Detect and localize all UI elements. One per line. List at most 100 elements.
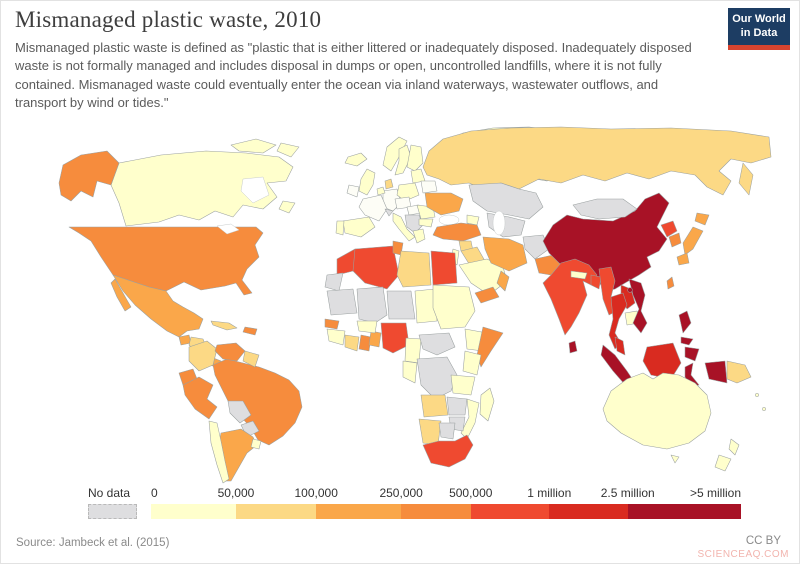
legend-bin-6[interactable]: [549, 504, 628, 519]
country-mauritania[interactable]: [326, 288, 358, 316]
country-greece[interactable]: [412, 228, 426, 244]
country-philippines-luzon[interactable]: [678, 310, 692, 334]
country-westernsahara[interactable]: [324, 272, 344, 292]
country-taiwan[interactable]: [666, 276, 675, 290]
country-chile[interactable]: [208, 420, 230, 484]
country-canada-east[interactable]: [278, 200, 296, 214]
country-uk[interactable]: [358, 168, 376, 196]
country-thailand[interactable]: [608, 292, 628, 350]
country-yemen[interactable]: [474, 286, 500, 304]
legend-bin-7[interactable]: [627, 504, 741, 519]
country-guinea[interactable]: [326, 328, 346, 346]
owid-logo[interactable]: Our World in Data: [728, 8, 790, 50]
country-niger[interactable]: [386, 290, 416, 320]
country-kazakhstan[interactable]: [468, 182, 544, 220]
country-australia[interactable]: [602, 372, 712, 450]
country-poland[interactable]: [396, 182, 420, 202]
country-vietnam[interactable]: [628, 278, 648, 334]
country-southkorea[interactable]: [668, 232, 682, 248]
country-japan-hokkaido[interactable]: [694, 212, 710, 226]
country-norway[interactable]: [382, 136, 408, 172]
country-burkina[interactable]: [356, 320, 378, 334]
country-somalia[interactable]: [476, 326, 504, 368]
country-nepal[interactable]: [570, 270, 588, 280]
country-oman[interactable]: [496, 270, 510, 292]
country-denmark[interactable]: [384, 178, 394, 190]
country-cuba[interactable]: [210, 320, 238, 331]
country-centralafrica[interactable]: [418, 332, 456, 356]
country-japan-kyushu[interactable]: [676, 252, 690, 266]
country-ukraine[interactable]: [424, 192, 464, 216]
country-philippines-visayas[interactable]: [680, 336, 694, 346]
country-afghanistan[interactable]: [522, 234, 550, 260]
country-canada[interactable]: [110, 150, 294, 227]
country-angola[interactable]: [420, 394, 449, 418]
country-italy[interactable]: [392, 212, 416, 242]
country-newzealand-north[interactable]: [728, 438, 740, 456]
legend-bin-3[interactable]: [316, 504, 402, 519]
country-france[interactable]: [358, 194, 388, 222]
country-caucasus[interactable]: [466, 214, 480, 226]
country-ivorycoast[interactable]: [344, 334, 360, 352]
legend-bin-1[interactable]: [151, 504, 236, 519]
country-newzealand-south[interactable]: [714, 454, 732, 472]
country-canada-arctic[interactable]: [230, 138, 277, 154]
country-zambia[interactable]: [446, 396, 468, 416]
country-congo-gabon[interactable]: [402, 360, 418, 384]
country-srilanka[interactable]: [568, 340, 578, 354]
pacific-island[interactable]: [755, 393, 759, 397]
country-uruguay[interactable]: [250, 438, 262, 450]
country-belarus[interactable]: [420, 180, 438, 194]
pacific-island[interactable]: [762, 407, 766, 411]
country-portugal[interactable]: [335, 220, 345, 236]
country-senegal[interactable]: [324, 318, 340, 330]
country-southafrica[interactable]: [422, 434, 474, 468]
country-libya[interactable]: [396, 250, 432, 288]
country-tasmania[interactable]: [670, 454, 680, 464]
country-papua-newguinea[interactable]: [726, 360, 752, 384]
country-finland[interactable]: [406, 144, 424, 172]
country-sweden[interactable]: [394, 144, 412, 176]
country-malaysia-peninsula[interactable]: [614, 336, 626, 356]
country-japan-honshu[interactable]: [682, 226, 704, 256]
country-togo-benin[interactable]: [368, 330, 382, 348]
country-mongolia[interactable]: [572, 198, 638, 220]
legend-bin-2[interactable]: [235, 504, 317, 519]
legend-no-data-swatch[interactable]: [88, 504, 137, 519]
country-botswana[interactable]: [438, 422, 456, 440]
country-chad[interactable]: [414, 288, 438, 324]
country-usa[interactable]: [68, 226, 264, 296]
country-iran[interactable]: [482, 236, 528, 272]
country-china-hainan[interactable]: [627, 287, 633, 293]
country-mexico-baja[interactable]: [110, 278, 132, 312]
country-tanzania[interactable]: [450, 374, 476, 396]
country-algeria[interactable]: [352, 245, 400, 290]
country-benelux[interactable]: [376, 186, 386, 196]
country-mexico[interactable]: [112, 274, 204, 338]
country-turkey[interactable]: [432, 222, 482, 242]
license-label[interactable]: CC BY: [745, 535, 781, 547]
country-russia-kamchatka[interactable]: [738, 162, 754, 196]
country-sudan[interactable]: [432, 284, 476, 330]
country-ireland[interactable]: [346, 184, 360, 198]
country-mali[interactable]: [356, 286, 388, 324]
country-peru[interactable]: [182, 376, 218, 420]
country-spain[interactable]: [342, 216, 376, 238]
country-balkans[interactable]: [404, 214, 424, 234]
country-madagascar[interactable]: [479, 387, 495, 422]
country-canada-arctic[interactable]: [276, 142, 300, 158]
country-iceland[interactable]: [344, 152, 368, 167]
country-bolivia[interactable]: [227, 400, 252, 424]
country-northkorea[interactable]: [660, 220, 678, 238]
country-drc[interactable]: [416, 356, 458, 400]
country-bangladesh[interactable]: [590, 274, 602, 290]
country-newguinea-west[interactable]: [704, 360, 728, 384]
legend-bin-4[interactable]: [401, 504, 471, 519]
country-alaska[interactable]: [58, 150, 120, 202]
country-switzerland[interactable]: [384, 208, 394, 217]
country-egypt[interactable]: [430, 250, 458, 286]
country-colombia[interactable]: [188, 340, 218, 372]
country-kenya[interactable]: [462, 350, 482, 376]
country-philippines-mindanao[interactable]: [684, 346, 700, 362]
country-bulgaria[interactable]: [418, 218, 434, 228]
